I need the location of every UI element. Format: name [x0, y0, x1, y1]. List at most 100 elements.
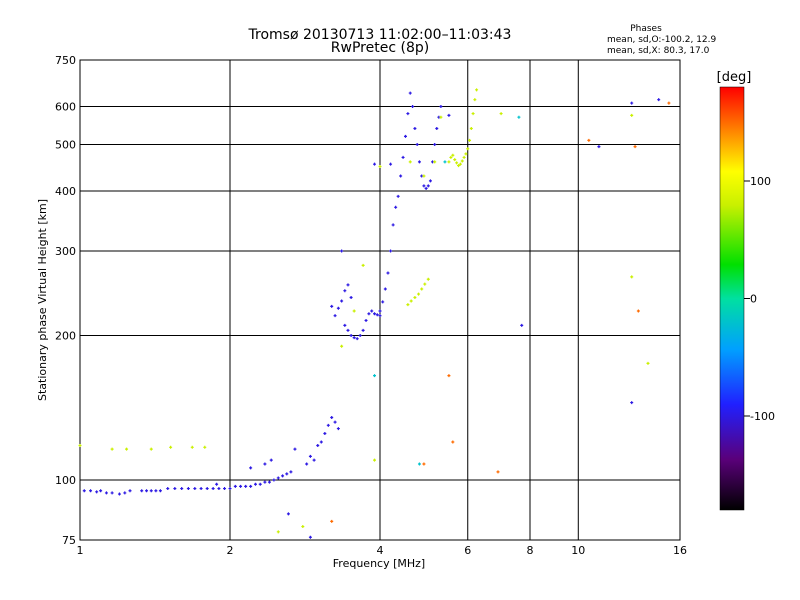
- data-point: [406, 112, 410, 116]
- data-point: [375, 313, 379, 317]
- data-point: [373, 458, 377, 462]
- data-point: [228, 487, 232, 491]
- data-point: [447, 160, 451, 164]
- data-point: [435, 126, 439, 130]
- data-point: [417, 160, 421, 164]
- data-point: [466, 147, 470, 151]
- data-point: [633, 145, 637, 149]
- data-point: [424, 186, 428, 190]
- data-point: [373, 312, 377, 316]
- data-point: [349, 334, 353, 338]
- x-tick-label: 10: [571, 544, 585, 557]
- data-point: [447, 374, 451, 378]
- data-point: [383, 287, 387, 291]
- data-point: [657, 98, 661, 102]
- data-point: [428, 179, 432, 183]
- data-point: [269, 458, 273, 462]
- data-point: [316, 444, 320, 448]
- data-point: [301, 525, 305, 529]
- y-tick-label: 400: [55, 185, 76, 198]
- data-point: [439, 105, 443, 109]
- data-point: [667, 101, 671, 105]
- colorbar: [719, 86, 745, 511]
- data-point: [630, 113, 634, 117]
- data-point: [123, 491, 127, 495]
- data-point: [205, 487, 209, 491]
- data-point: [173, 487, 177, 491]
- data-point: [462, 155, 466, 159]
- data-point: [326, 423, 330, 427]
- data-point: [110, 491, 114, 495]
- data-point: [145, 489, 149, 493]
- data-point: [433, 143, 437, 147]
- data-point: [460, 159, 464, 163]
- data-point: [411, 105, 415, 109]
- data-point: [158, 489, 162, 493]
- data-point: [399, 174, 403, 178]
- data-point: [451, 153, 455, 157]
- data-point: [496, 470, 500, 474]
- data-point: [453, 158, 457, 162]
- data-point: [263, 462, 267, 466]
- data-point: [223, 487, 227, 491]
- data-point: [211, 487, 215, 491]
- data-point: [239, 484, 243, 488]
- data-point: [413, 126, 417, 130]
- data-point: [408, 160, 412, 164]
- data-point: [293, 447, 297, 451]
- data-point: [473, 98, 477, 102]
- data-point: [636, 309, 640, 313]
- data-point: [422, 184, 426, 188]
- data-point: [449, 155, 453, 159]
- data-point: [215, 482, 219, 486]
- data-point: [646, 361, 650, 365]
- data-point: [370, 309, 374, 313]
- data-point: [104, 491, 108, 495]
- data-point: [630, 401, 634, 405]
- data-point: [276, 530, 280, 534]
- data-point: [166, 487, 170, 491]
- data-point: [464, 152, 468, 156]
- data-point: [408, 91, 412, 95]
- data-point: [499, 112, 503, 116]
- y-tick-label: 100: [55, 474, 76, 487]
- y-tick-label: 500: [55, 139, 76, 152]
- data-point: [312, 458, 316, 462]
- y-tick-label: 750: [55, 54, 76, 67]
- data-point: [286, 512, 290, 516]
- data-point: [308, 454, 312, 458]
- data-point: [469, 126, 473, 130]
- data-point: [587, 138, 591, 142]
- data-point: [289, 470, 293, 474]
- data-point: [305, 462, 309, 466]
- x-tick-label: 16: [673, 544, 687, 557]
- data-point: [389, 162, 393, 166]
- data-point: [471, 112, 475, 116]
- data-point: [355, 337, 359, 341]
- data-point: [343, 323, 347, 327]
- colorbar-tick-label: 100: [750, 175, 771, 188]
- data-point: [422, 174, 426, 178]
- data-point: [433, 160, 437, 164]
- data-point: [203, 445, 207, 449]
- x-tick-label: 1: [77, 544, 84, 557]
- colorbar-tick-label: -100: [750, 410, 775, 423]
- data-point: [140, 489, 144, 493]
- phase-o-stats: mean, sd,O:-100.2, 12.9: [607, 35, 717, 45]
- data-point: [423, 282, 427, 286]
- data-point: [520, 323, 524, 327]
- x-tick-label: 6: [464, 544, 471, 557]
- data-point: [340, 249, 344, 253]
- data-point: [193, 487, 197, 491]
- data-point: [190, 445, 194, 449]
- data-point: [154, 489, 158, 493]
- data-point: [352, 336, 356, 340]
- data-point: [323, 432, 327, 436]
- data-point: [439, 115, 443, 119]
- colorbar-label: [deg]: [717, 70, 752, 85]
- data-point: [330, 304, 334, 308]
- data-point: [361, 263, 365, 267]
- y-tick-label: 200: [55, 330, 76, 343]
- data-point: [253, 482, 257, 486]
- y-tick-label: 300: [55, 245, 76, 258]
